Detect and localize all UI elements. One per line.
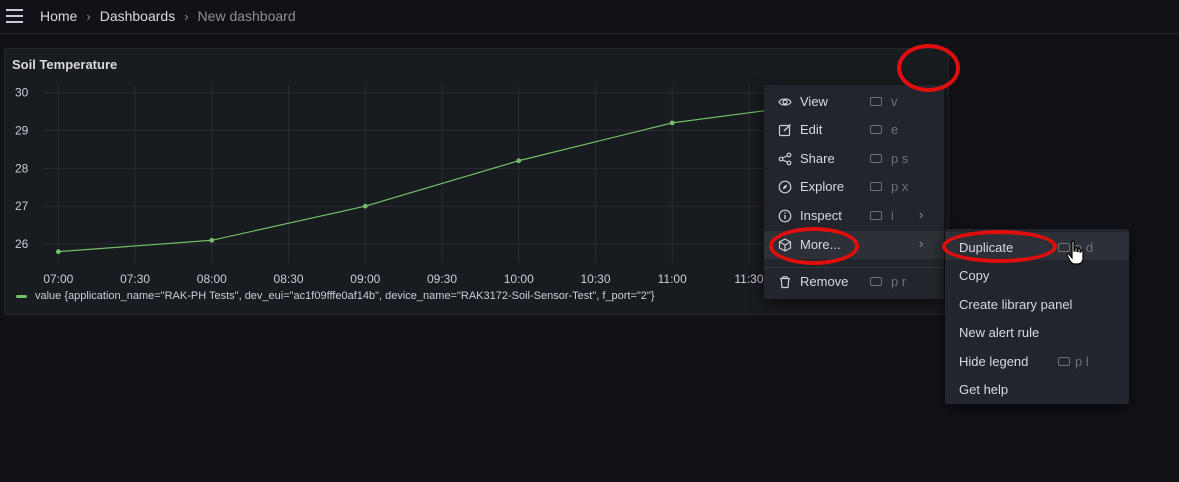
menu-item-label: Inspect bbox=[800, 208, 842, 223]
hamburger-menu-icon[interactable] bbox=[6, 9, 23, 23]
menu-item-remove[interactable]: Remove p r bbox=[764, 268, 944, 296]
keyboard-icon bbox=[870, 125, 882, 134]
data-point bbox=[55, 249, 61, 255]
submenu-item-get-help[interactable]: Get help bbox=[945, 374, 1129, 402]
x-tick-label: 07:30 bbox=[120, 272, 150, 286]
data-point bbox=[516, 158, 522, 164]
submenu-item-copy[interactable]: Copy bbox=[945, 260, 1129, 288]
keyboard-icon bbox=[870, 154, 882, 163]
keyboard-icon bbox=[1058, 357, 1070, 366]
keyboard-icon bbox=[1058, 243, 1070, 252]
y-tick-label: 26 bbox=[15, 237, 29, 251]
x-tick-label: 10:30 bbox=[580, 272, 610, 286]
breadcrumb-current-dashboard: New dashboard bbox=[197, 8, 296, 24]
submenu-item-label: New alert rule bbox=[959, 325, 1040, 340]
shortcut-label: p s bbox=[891, 151, 909, 166]
x-tick-label: 10:00 bbox=[504, 272, 534, 286]
menu-item-view[interactable]: View v bbox=[764, 88, 944, 116]
submenu-item-label: Hide legend bbox=[959, 354, 1029, 369]
submenu-item-duplicate[interactable]: Duplicate p d bbox=[945, 232, 1129, 260]
menu-item-label: Explore bbox=[800, 179, 845, 194]
x-tick-label: 09:00 bbox=[350, 272, 380, 286]
legend-color-swatch bbox=[16, 294, 27, 298]
chevron-right-icon: › bbox=[919, 236, 924, 251]
x-tick-label: 11:00 bbox=[658, 272, 687, 286]
shortcut-label: p x bbox=[891, 179, 909, 194]
shortcut-label: p l bbox=[1075, 354, 1089, 369]
data-point bbox=[669, 120, 675, 126]
keyboard-icon bbox=[870, 182, 882, 191]
panel-context-menu: View v Edit e Share p s Explore p x Inspect i › Mor… bbox=[764, 85, 944, 299]
y-tick-label: 28 bbox=[15, 161, 29, 175]
top-navbar: Home › Dashboards › New dashboard bbox=[0, 0, 1179, 34]
submenu-item-label: Copy bbox=[959, 268, 990, 283]
x-tick-label: 08:30 bbox=[274, 272, 304, 286]
y-tick-label: 30 bbox=[15, 86, 29, 100]
submenu-item-label: Get help bbox=[959, 382, 1009, 397]
keyboard-icon bbox=[870, 277, 882, 286]
menu-item-label: View bbox=[800, 94, 828, 109]
share-icon bbox=[778, 152, 792, 166]
chevron-right-icon: › bbox=[919, 207, 924, 222]
breadcrumb: Home › Dashboards › New dashboard bbox=[40, 8, 296, 24]
menu-item-label: Share bbox=[800, 151, 835, 166]
time-series-chart: 30 29 28 27 26 07:00 07:30 08:00 08:30 09:00 09:30… bbox=[15, 85, 795, 286]
hand-pointer-cursor-icon bbox=[1066, 240, 1084, 265]
menu-item-inspect[interactable]: Inspect i › bbox=[764, 202, 944, 230]
x-tick-label: 09:30 bbox=[427, 272, 457, 286]
more-submenu: Duplicate p d Copy Create library panel New … bbox=[945, 229, 1129, 404]
trash-icon bbox=[780, 276, 790, 289]
shortcut-label: i bbox=[891, 208, 894, 223]
menu-item-label: More... bbox=[800, 237, 841, 252]
edit-icon bbox=[778, 124, 791, 137]
menu-divider bbox=[764, 267, 944, 268]
submenu-item-label: Duplicate bbox=[959, 240, 1014, 255]
shortcut-label: p r bbox=[891, 274, 907, 289]
submenu-item-label: Create library panel bbox=[959, 297, 1073, 312]
legend-label: value {application_name="RAK-PH Tests", … bbox=[35, 290, 655, 302]
submenu-item-new-alert-rule[interactable]: New alert rule bbox=[945, 317, 1129, 345]
x-tick-label: 08:00 bbox=[197, 272, 227, 286]
breadcrumb-dashboards[interactable]: Dashboards bbox=[99, 8, 176, 24]
keyboard-icon bbox=[870, 211, 882, 220]
breadcrumb-separator: › bbox=[184, 8, 189, 24]
breadcrumb-separator: › bbox=[86, 8, 91, 24]
shortcut-label: e bbox=[891, 122, 899, 137]
compass-icon bbox=[778, 180, 792, 194]
menu-item-explore[interactable]: Explore p x bbox=[764, 173, 944, 201]
breadcrumb-home[interactable]: Home bbox=[40, 8, 78, 24]
series-line bbox=[58, 107, 788, 253]
menu-item-share[interactable]: Share p s bbox=[764, 145, 944, 173]
legend-item[interactable]: value {application_name="RAK-PH Tests", … bbox=[16, 290, 655, 302]
x-tick-label: 11:30 bbox=[734, 272, 763, 286]
y-tick-label: 27 bbox=[15, 199, 29, 213]
menu-item-edit[interactable]: Edit e bbox=[764, 116, 944, 144]
menu-item-label: Edit bbox=[800, 122, 823, 137]
keyboard-icon bbox=[870, 97, 882, 106]
shortcut-label: v bbox=[891, 94, 898, 109]
info-icon bbox=[778, 209, 792, 223]
menu-item-more[interactable]: More... › bbox=[764, 231, 944, 259]
data-point bbox=[209, 237, 215, 243]
submenu-item-hide-legend[interactable]: Hide legend p l bbox=[945, 346, 1129, 374]
y-tick-label: 29 bbox=[15, 123, 29, 137]
x-tick-label: 07:00 bbox=[43, 272, 73, 286]
panel-title: Soil Temperature bbox=[12, 57, 118, 72]
cube-icon bbox=[778, 238, 792, 252]
data-point bbox=[362, 203, 368, 209]
submenu-item-create-library-panel[interactable]: Create library panel bbox=[945, 289, 1129, 317]
eye-icon bbox=[778, 98, 792, 106]
menu-item-label: Remove bbox=[800, 274, 849, 289]
